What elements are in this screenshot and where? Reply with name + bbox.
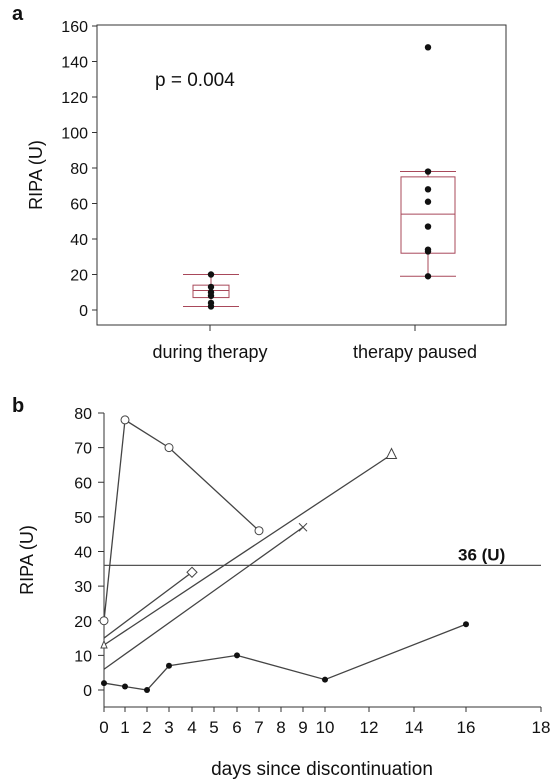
- panel-b-x-tick-label: 18: [532, 718, 551, 737]
- panel-a-y-tick-label: 160: [61, 19, 88, 36]
- data-point: [424, 44, 432, 51]
- panel-b-x-tick-label: 2: [142, 718, 151, 737]
- panel-b-label: b: [12, 395, 24, 417]
- series-point-circle: [99, 616, 109, 626]
- panel-a-annotation: p = 0.004: [155, 70, 235, 91]
- panel-a-y-tick-label: 100: [61, 126, 88, 143]
- panel-b-x-axis-label: days since discontinuation: [211, 759, 433, 780]
- panel-b-x-tick-label: 14: [405, 718, 424, 737]
- panel-b-y-tick-label: 20: [74, 614, 92, 631]
- data-point: [424, 168, 432, 175]
- panel-b-x-tick-label: 5: [209, 718, 218, 737]
- series-point-x: [298, 522, 308, 532]
- panel-a-plot-frame: [96, 24, 507, 326]
- panel-b-x-tick-label: 1: [120, 718, 129, 737]
- panel-a: a RIPA (U) p = 0.004 0 20 40 60 80 100 120 140 1…: [12, 3, 507, 362]
- panel-b-x-tick-label: 10: [316, 718, 335, 737]
- series-point-triangle: [385, 447, 398, 460]
- panel-a-y-tick-label: 40: [70, 232, 88, 249]
- panel-a-y-tick-label: 140: [61, 55, 88, 72]
- panel-a-y-tick-label: 60: [70, 197, 88, 214]
- series-point-circle: [254, 526, 264, 536]
- series-point-triangle: [100, 639, 108, 649]
- panel-b-y-tick-label: 40: [74, 545, 92, 562]
- panel-b-x-tick-label: 4: [187, 718, 196, 737]
- panel-a-category-label: therapy paused: [353, 342, 477, 362]
- series-line: [103, 454, 392, 646]
- series-point-dot: [144, 687, 150, 693]
- panel-b-y-tick-label: 60: [74, 475, 92, 492]
- data-point: [424, 223, 432, 230]
- panel-a-label: a: [12, 3, 24, 25]
- series-line: [103, 526, 304, 670]
- data-point: [207, 271, 215, 278]
- data-point: [424, 198, 432, 205]
- panel-b-x-tick-label: 6: [232, 718, 241, 737]
- data-point: [424, 246, 432, 253]
- panel-b: b RIPA (U) days since discontinuation 01…: [12, 395, 550, 780]
- panel-b-y-tick-label: 30: [74, 579, 92, 596]
- panel-a-y-axis-label: RIPA (U): [26, 140, 46, 210]
- series-point-dot: [463, 621, 469, 628]
- data-point: [207, 299, 215, 307]
- series-line: [103, 571, 193, 639]
- series-point-dot: [322, 676, 328, 683]
- panel-b-y-axis-label: RIPA (U): [17, 525, 37, 595]
- series-line: [103, 418, 260, 621]
- panel-a-category-label: during therapy: [152, 342, 267, 362]
- panel-a-y-tick-label: 120: [61, 90, 88, 107]
- data-point: [207, 289, 215, 296]
- panel-a-y-tick-label: 20: [70, 268, 88, 285]
- panel-b-y-tick-label: 50: [74, 510, 92, 527]
- panel-b-x-tick-label: 8: [276, 718, 285, 737]
- panel-b-x-tick-label: 12: [360, 718, 379, 737]
- panel-b-x-tick-label: 3: [164, 718, 173, 737]
- series-point-circle: [120, 415, 130, 425]
- series-point-diamond: [186, 566, 198, 578]
- panel-b-y-tick-label: 80: [74, 406, 92, 423]
- panel-a-y-tick-label: 80: [70, 161, 88, 178]
- panel-b-y-tick-label: 0: [83, 683, 92, 700]
- series-point-dot: [166, 662, 172, 669]
- panel-b-x-tick-label: 7: [254, 718, 263, 737]
- series-point-dot: [122, 683, 128, 690]
- panel-a-y-tick-label: 0: [79, 303, 88, 320]
- data-point: [424, 273, 432, 280]
- series-point-circle: [164, 443, 174, 453]
- reference-line-label: 36 (U): [458, 545, 505, 564]
- series-point-dot: [101, 680, 107, 687]
- panel-b-y-tick-label: 70: [74, 441, 92, 458]
- data-point: [424, 186, 432, 193]
- panel-b-y-tick-label: 10: [74, 648, 92, 665]
- data-point: [207, 283, 215, 291]
- panel-b-x-tick-label: 16: [457, 718, 476, 737]
- series-line: [103, 623, 467, 691]
- panel-b-x-tick-label: 9: [298, 718, 307, 737]
- series-point-dot: [234, 652, 240, 659]
- panel-b-x-tick-label: 0: [99, 718, 108, 737]
